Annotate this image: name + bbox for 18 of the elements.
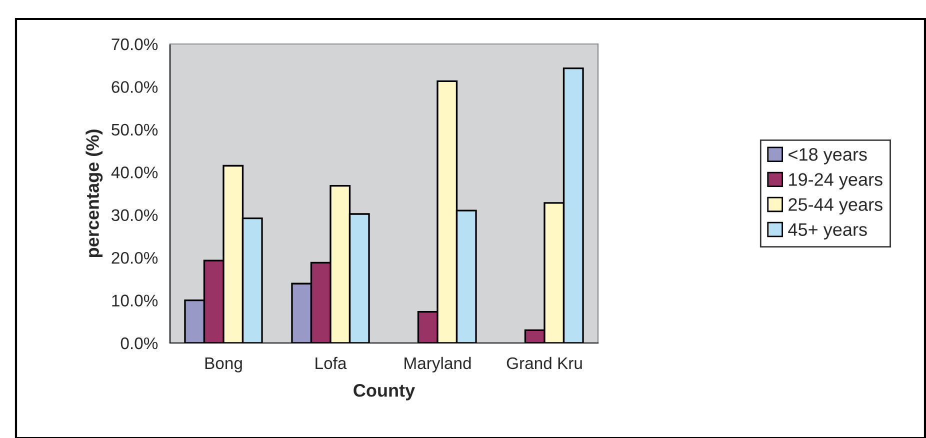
y-tick-label: 50.0% [112, 124, 158, 136]
y-tick-label: 60.0% [112, 81, 158, 93]
x-tick-label: Grand Kru [506, 356, 582, 370]
x-tick-label: Maryland [404, 356, 471, 372]
y-tick-label: 70.0% [112, 38, 158, 50]
legend-label: 25-44 years [788, 198, 882, 214]
y-axis-title: percentage (%) [86, 130, 103, 258]
x-axis-title: County [354, 384, 415, 400]
y-tick-label: 10.0% [112, 294, 158, 306]
y-tick-label: 0.0% [120, 337, 158, 350]
legend-label: <18 years [788, 148, 867, 164]
legend-label: 45+ years [788, 223, 867, 240]
y-tick-label: 40.0% [111, 166, 158, 178]
y-tick-label: 30.0% [112, 209, 158, 222]
y-tick-label: 20.0% [112, 252, 158, 264]
x-tick-label: Bong [205, 358, 242, 372]
x-tick-label: Lofa [316, 356, 347, 370]
legend-label: 19-24 years [789, 173, 882, 190]
